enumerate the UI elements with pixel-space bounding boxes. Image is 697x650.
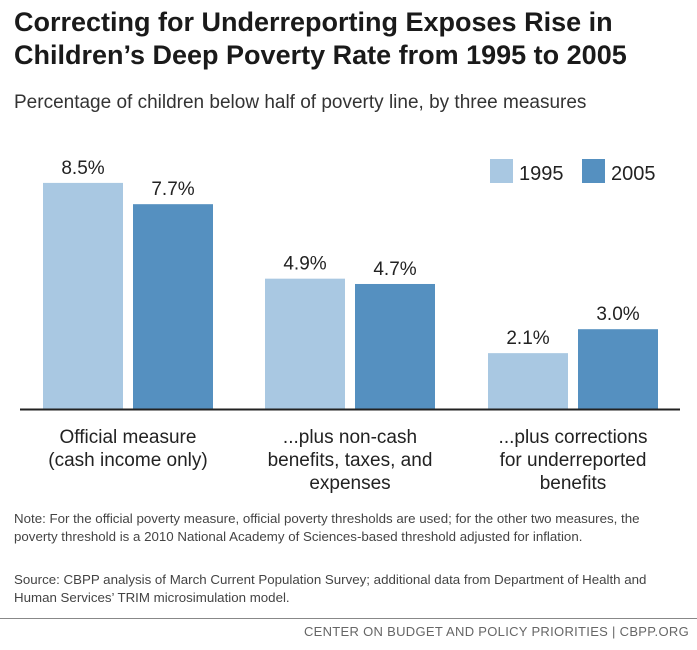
bar-value-label: 4.9% xyxy=(283,254,326,275)
bar-value-label: 3.0% xyxy=(596,304,639,325)
bar-2005-1 xyxy=(133,204,213,409)
bar-value-label: 7.7% xyxy=(151,179,194,200)
bar-1995-1 xyxy=(43,182,123,409)
chart-source: Source: CBPP analysis of March Current P… xyxy=(14,572,647,605)
legend-label-2005: 2005 xyxy=(611,163,656,185)
bar-2005-3 xyxy=(578,329,658,409)
category-label: ...plus non-cash benefits, taxes, and expe… xyxy=(268,427,433,494)
bar-value-label: 4.7% xyxy=(373,259,416,280)
bar-chart: 8.5% 4.9% 2.1% 7.7% 4.7% 3.0% Official measure… xyxy=(20,158,680,494)
legend-swatch-2005 xyxy=(582,159,605,183)
chart-subtitle: Percentage of children below half of pov… xyxy=(14,92,587,113)
footer-divider xyxy=(0,618,697,619)
bar-1995-2 xyxy=(265,278,345,409)
bar-2005-2 xyxy=(355,283,435,409)
footer-credit: CENTER ON BUDGET AND POLICY PRIORITIES |… xyxy=(303,624,689,639)
legend-label-1995: 1995 xyxy=(519,163,564,185)
chart-note: Note: For the official poverty measure, … xyxy=(14,511,640,544)
bar-1995-3 xyxy=(488,353,568,409)
legend-swatch-1995 xyxy=(490,159,513,183)
chart-title: Correcting for Underreporting Exposes Ri… xyxy=(14,7,627,70)
bar-value-label: 2.1% xyxy=(506,328,549,349)
bar-value-label: 8.5% xyxy=(61,158,104,179)
category-label: Official measure (cash income only) xyxy=(48,427,207,471)
category-label: ...plus corrections for underreported bene… xyxy=(499,427,648,494)
